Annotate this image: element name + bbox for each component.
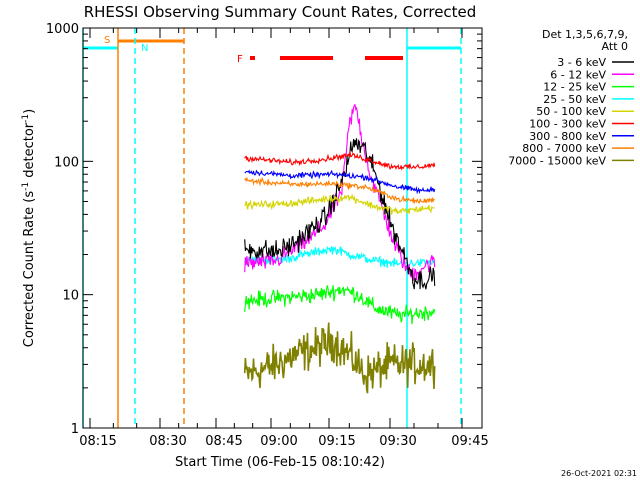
series-line-1 (244, 138, 436, 290)
plot-area: S N F 1 10 100 1000 08:15 08:30 08:45 09:00 09:15 09… (46, 22, 489, 449)
y-tick-label: 1 (71, 422, 79, 437)
flare-label: F (237, 54, 243, 65)
series-line-9 (243, 322, 436, 394)
x-tick-label: 09:45 (451, 434, 488, 449)
x-axis-label: Start Time (06-Feb-15 08:10:42) (175, 455, 385, 470)
legend-label-5: 50 - 100 keV (536, 105, 606, 118)
legend-header-line-1: Det 1,3,5,6,7,9, (542, 28, 628, 41)
plot-frame (82, 27, 483, 429)
x-tick-label: 09:00 (260, 434, 297, 449)
x-tick-label: 09:30 (379, 434, 416, 449)
series-line-3 (244, 285, 436, 325)
night-label: N (141, 43, 148, 54)
chart-title: RHESSI Observing Summary Count Rates, Co… (84, 3, 477, 21)
legend-label-8: 800 - 7000 keV (522, 142, 606, 155)
legend-label-4: 25 - 50 keV (543, 93, 606, 106)
series-line-2 (244, 103, 436, 281)
legend-label-3: 12 - 25 keV (543, 81, 606, 94)
saa-label: S (104, 35, 110, 46)
x-tick-label: 08:30 (149, 434, 186, 449)
y-axis-label: Corrected Count Rate (s-1 detector-1) (21, 109, 37, 347)
x-tick-label: 08:45 (205, 434, 242, 449)
legend-label-9: 7000 - 15000 keV (508, 154, 606, 167)
series-line-6 (244, 151, 436, 171)
y-tick-label: 10 (62, 289, 79, 304)
series-line-8 (244, 176, 435, 204)
legend-label-1: 3 - 6 keV (557, 56, 606, 69)
footer-timestamp: 26-Oct-2021 02:31 (561, 469, 637, 478)
legend-header-line-2: Att 0 (602, 40, 628, 53)
x-tick-label: 08:15 (79, 434, 116, 449)
legend-label-2: 6 - 12 keV (550, 68, 606, 81)
series-line-7 (244, 169, 436, 195)
legend-label-7: 300 - 800 keV (529, 130, 606, 143)
x-tick-label: 09:15 (318, 434, 355, 449)
series-line-5 (244, 193, 435, 215)
legend-label-6: 100 - 300 keV (529, 118, 606, 131)
y-tick-label: 100 (54, 155, 79, 170)
y-tick-label: 1000 (46, 22, 79, 37)
